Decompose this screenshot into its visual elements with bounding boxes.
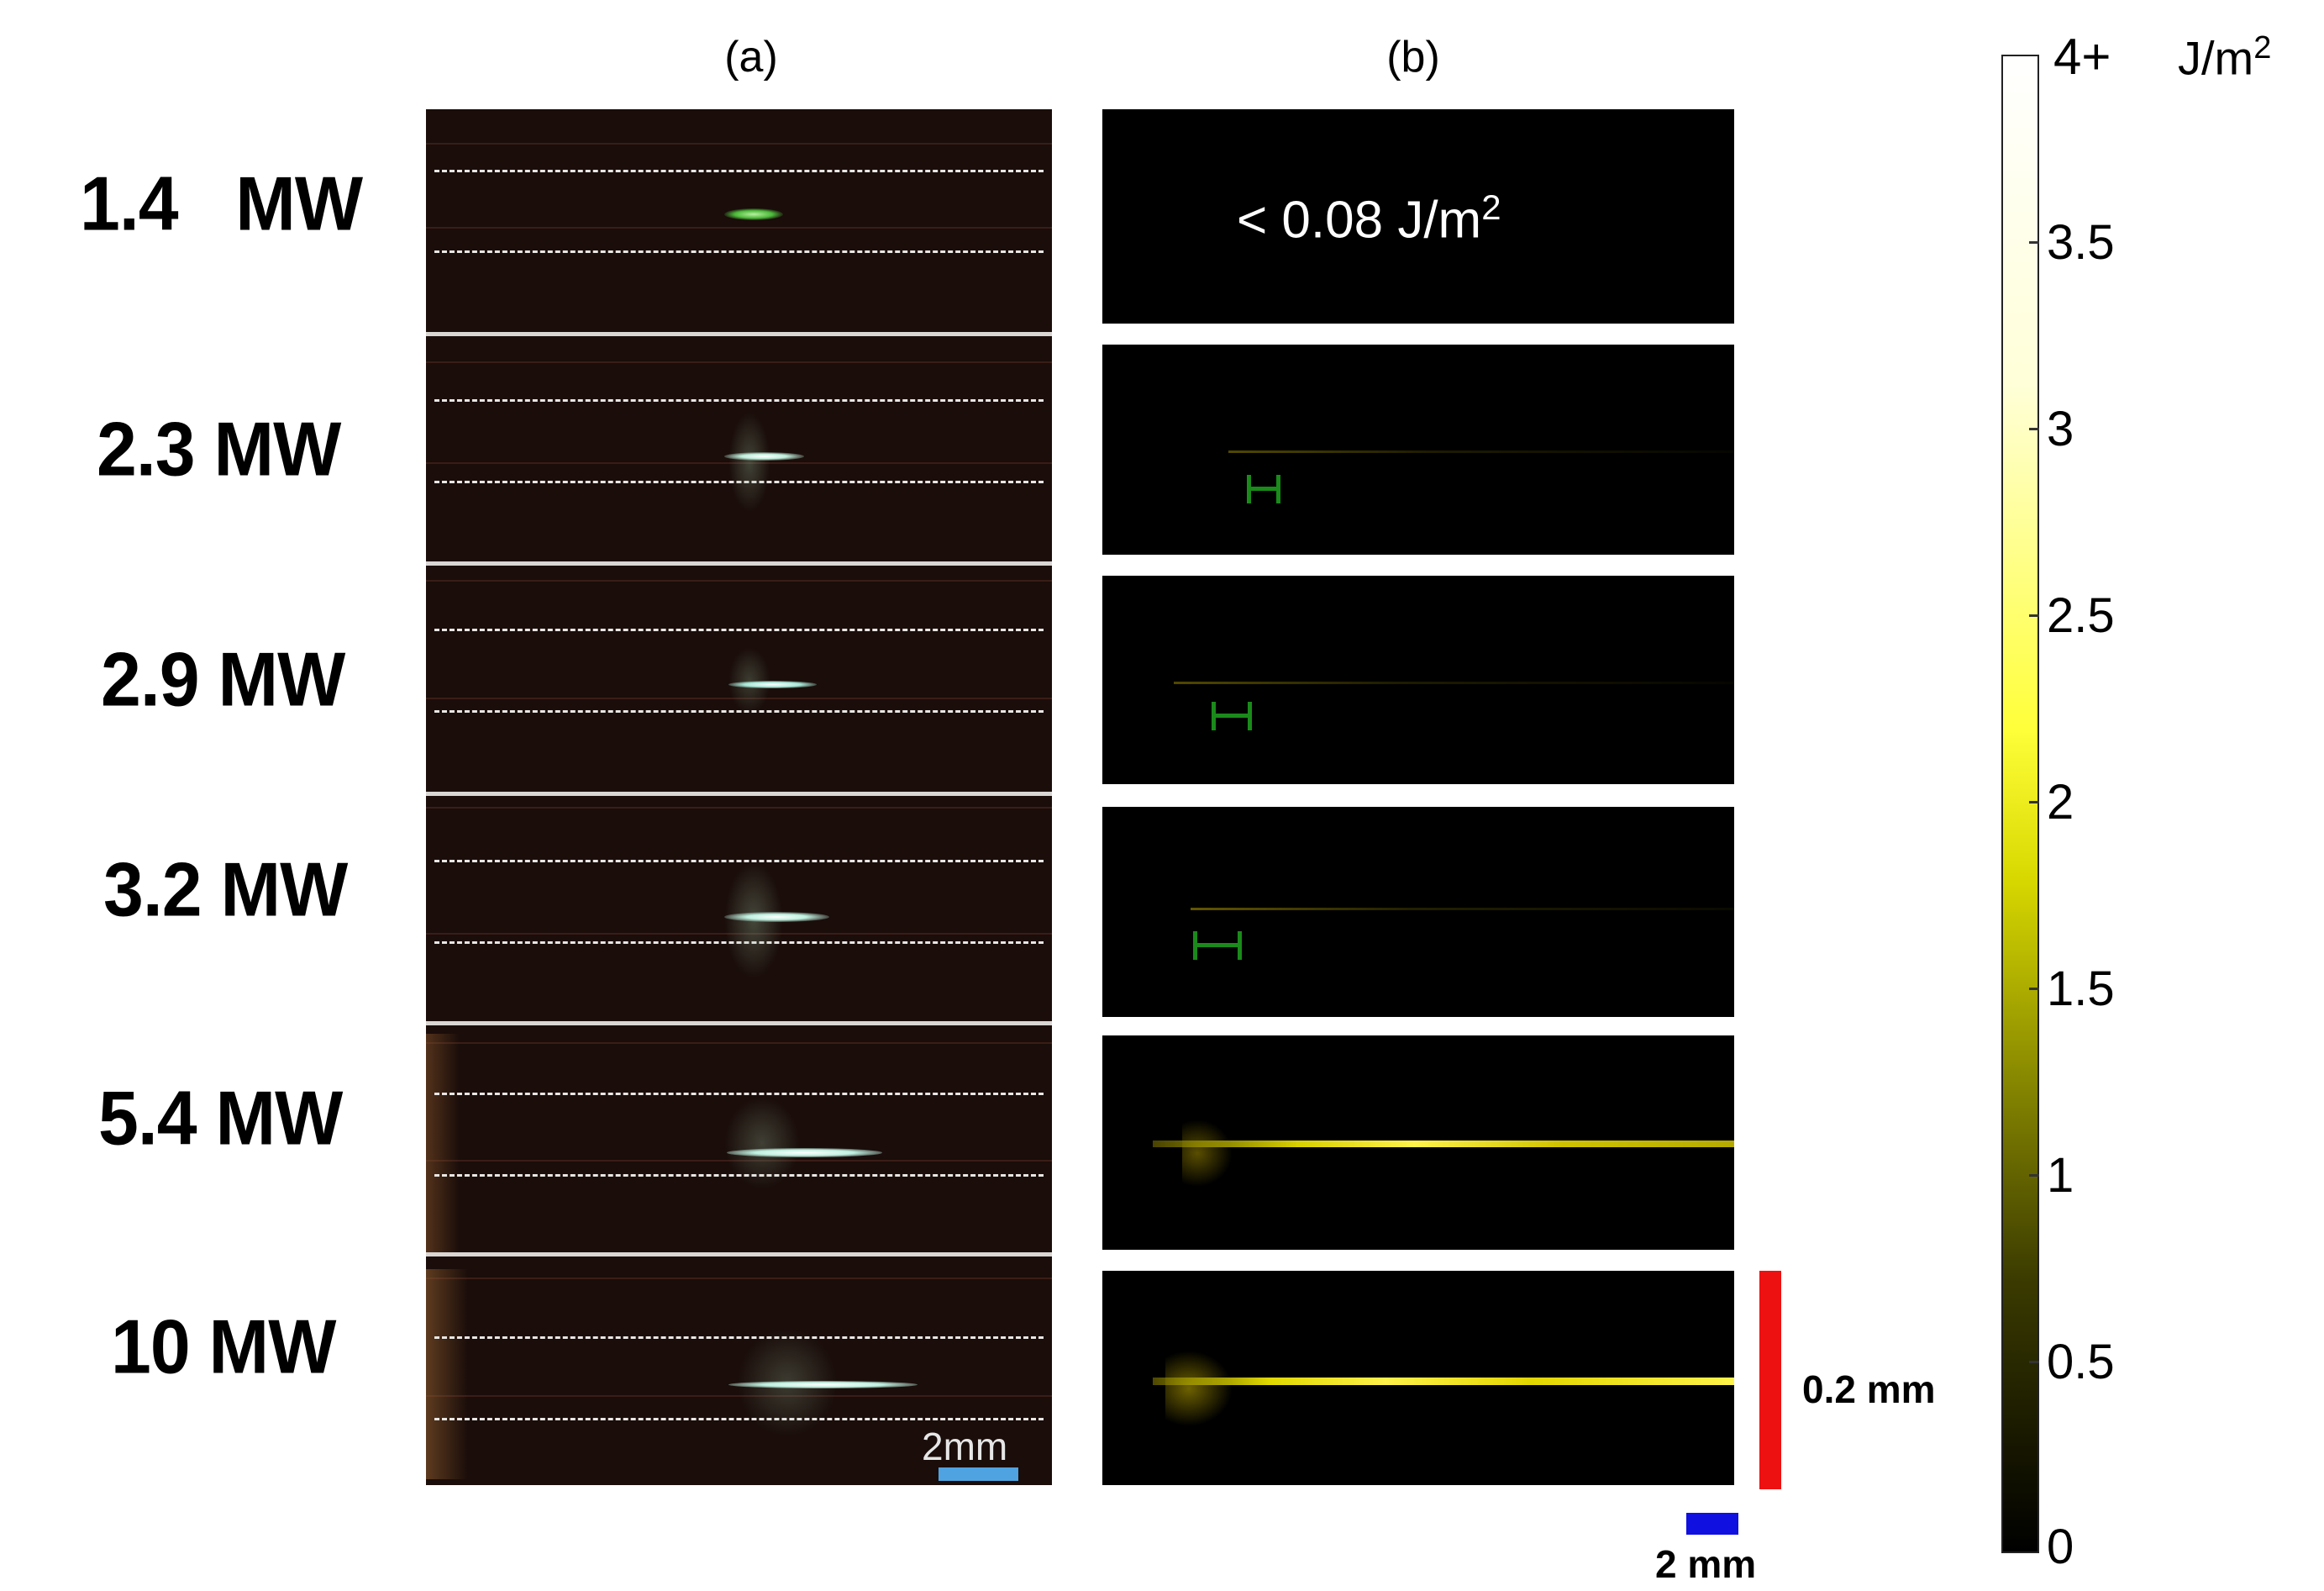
- spark-line: [728, 1381, 918, 1388]
- dashed-guide: [434, 629, 1044, 631]
- green-bracket: [1212, 702, 1252, 730]
- dashed-guide: [434, 1174, 1044, 1177]
- dashed-guide: [434, 860, 1044, 862]
- green-bracket: [1247, 475, 1280, 503]
- panel-separator: [426, 1021, 1052, 1025]
- dashed-guide: [434, 1093, 1044, 1095]
- colorbar-tick-label: 2.5: [2047, 588, 2115, 643]
- colorbar-tick-label: 0: [2047, 1520, 2074, 1574]
- colorbar-tick-label: 0.5: [2047, 1335, 2115, 1389]
- spark-line: [728, 681, 817, 688]
- photo-scale-bar: [939, 1467, 1018, 1481]
- filament: [1228, 450, 1734, 453]
- sim-panel-6: [1102, 1271, 1734, 1485]
- sim-scale-vertical-label: 0.2 mm: [1802, 1367, 1936, 1411]
- power-label-3: 2.9 MW: [101, 637, 345, 723]
- filament: [1191, 908, 1734, 910]
- panel-a-label: (a): [724, 33, 778, 82]
- power-label-6: 10 MW: [111, 1304, 336, 1390]
- dashed-guide: [434, 250, 1044, 253]
- dashed-guide: [434, 941, 1044, 944]
- panel-separator: [426, 561, 1052, 566]
- dashed-guide: [434, 170, 1044, 172]
- green-bracket: [1193, 931, 1242, 960]
- colorbar-unit: J/m2: [2178, 30, 2272, 85]
- spark-line: [724, 912, 829, 922]
- filament: [1153, 1378, 1734, 1385]
- colorbar-tick-label: 3: [2047, 402, 2074, 456]
- panel-separator: [426, 792, 1052, 796]
- dashed-guide: [434, 1336, 1044, 1339]
- panel-b-label: (b): [1386, 33, 1440, 82]
- filament: [1174, 682, 1734, 684]
- power-label-5: 5.4 MW: [98, 1076, 343, 1162]
- colorbar: [2001, 55, 2039, 1553]
- sim-panel-1: < 0.08 J/m2: [1102, 109, 1734, 324]
- panel-separator: [426, 1252, 1052, 1256]
- sim-threshold-note: < 0.08 J/m2: [1237, 187, 1501, 250]
- dashed-guide: [434, 399, 1044, 402]
- photo-column: 2mm: [426, 109, 1052, 1485]
- dashed-guide: [434, 1418, 1044, 1420]
- green-spot: [724, 208, 783, 220]
- sim-panel-4: [1102, 807, 1734, 1017]
- filament: [1153, 1141, 1734, 1147]
- colorbar-tick-label: 1.5: [2047, 961, 2115, 1016]
- sim-panel-2: [1102, 345, 1734, 555]
- sim-scale-bar-vertical: [1759, 1271, 1781, 1489]
- power-label-1: 1.4 MW: [80, 161, 363, 247]
- colorbar-tick-label: 3.5: [2047, 215, 2115, 270]
- dashed-guide: [434, 710, 1044, 713]
- panel-separator: [426, 332, 1052, 336]
- power-label-2: 2.3 MW: [97, 407, 341, 493]
- spark-line: [727, 1148, 882, 1157]
- sim-scale-horizontal-label: 2 mm: [1655, 1542, 1757, 1586]
- sim-scale-bar-horizontal: [1686, 1513, 1738, 1535]
- dashed-guide: [434, 481, 1044, 483]
- sim-panel-5: [1102, 1035, 1734, 1250]
- photo-scale-label: 2mm: [922, 1425, 1008, 1468]
- sim-panel-3: [1102, 576, 1734, 784]
- spark-line: [724, 452, 804, 461]
- colorbar-tick-label: 2: [2047, 775, 2074, 830]
- colorbar-top-label: 4+: [2053, 29, 2111, 85]
- colorbar-tick-label: 1: [2047, 1148, 2074, 1203]
- power-label-4: 3.2 MW: [103, 847, 348, 933]
